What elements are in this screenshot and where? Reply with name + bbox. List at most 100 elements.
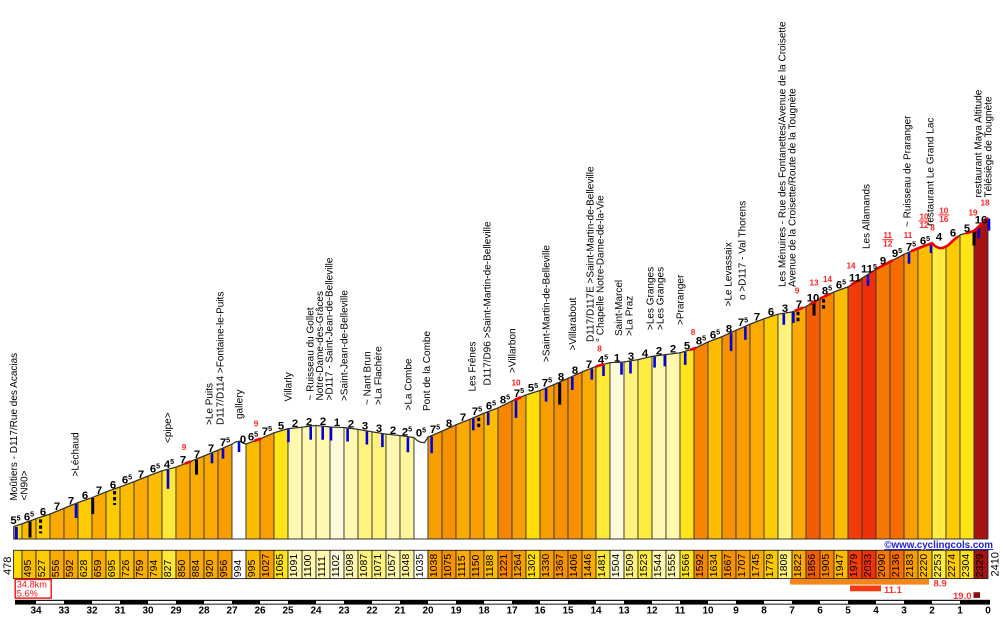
svg-text:33: 33 bbox=[58, 606, 70, 617]
svg-text:2183: 2183 bbox=[904, 554, 916, 578]
svg-text:4: 4 bbox=[642, 348, 649, 360]
svg-text:45: 45 bbox=[164, 457, 174, 471]
svg-text:16: 16 bbox=[975, 215, 988, 227]
svg-text:1302: 1302 bbox=[526, 554, 538, 578]
svg-text:>D117 - Saint-Jean-de-Bellevil: >D117 - Saint-Jean-de-Belleville bbox=[325, 257, 336, 400]
svg-text:12: 12 bbox=[883, 240, 893, 249]
svg-text:8: 8 bbox=[930, 223, 935, 232]
svg-text:75: 75 bbox=[472, 404, 482, 418]
svg-text:1707: 1707 bbox=[736, 554, 748, 578]
svg-text:8.9: 8.9 bbox=[934, 579, 947, 590]
svg-text:7: 7 bbox=[789, 606, 795, 617]
svg-text:31: 31 bbox=[114, 606, 126, 617]
svg-text:6: 6 bbox=[817, 606, 823, 617]
svg-text:27: 27 bbox=[226, 606, 238, 617]
svg-text:Villarly: Villarly bbox=[284, 372, 295, 401]
svg-text:920: 920 bbox=[204, 560, 216, 578]
svg-text:12: 12 bbox=[919, 221, 929, 230]
svg-text:2274: 2274 bbox=[946, 554, 958, 578]
svg-text:75: 75 bbox=[738, 315, 748, 329]
svg-text:>Le Puits: >Le Puits bbox=[205, 383, 216, 425]
svg-text:592: 592 bbox=[64, 560, 76, 578]
svg-text:1634: 1634 bbox=[708, 554, 720, 578]
svg-text:1027: 1027 bbox=[260, 554, 272, 578]
svg-text:8: 8 bbox=[761, 606, 767, 617]
svg-text:11: 11 bbox=[675, 606, 686, 617]
svg-text:1544: 1544 bbox=[652, 554, 664, 578]
svg-text:1509: 1509 bbox=[624, 554, 636, 578]
svg-text:1264: 1264 bbox=[512, 554, 524, 578]
svg-text:8: 8 bbox=[691, 328, 696, 337]
svg-text:16: 16 bbox=[939, 215, 949, 224]
svg-text:65: 65 bbox=[486, 399, 496, 413]
svg-text:527: 527 bbox=[36, 560, 48, 578]
svg-text:9: 9 bbox=[254, 419, 259, 428]
svg-text:2410: 2410 bbox=[990, 552, 1002, 576]
svg-text:7: 7 bbox=[138, 469, 144, 481]
svg-text:3: 3 bbox=[901, 606, 907, 617]
svg-text:D117/D117E >Saint-Martin-de-Be: D117/D117E >Saint-Martin-de-Belleville bbox=[586, 166, 597, 342]
svg-text:1555: 1555 bbox=[666, 554, 678, 578]
svg-text:2: 2 bbox=[320, 416, 326, 428]
svg-text:1102: 1102 bbox=[330, 554, 342, 577]
svg-text:17: 17 bbox=[506, 606, 518, 617]
svg-text:1150: 1150 bbox=[470, 554, 482, 577]
svg-text:5: 5 bbox=[278, 421, 284, 433]
svg-text:32: 32 bbox=[86, 606, 98, 617]
svg-text:850: 850 bbox=[176, 560, 188, 578]
svg-text:495: 495 bbox=[22, 560, 34, 578]
svg-text:10: 10 bbox=[511, 378, 521, 387]
svg-text:8: 8 bbox=[726, 324, 732, 336]
svg-text:45: 45 bbox=[598, 353, 608, 367]
svg-text:14: 14 bbox=[590, 606, 602, 617]
svg-text:1446: 1446 bbox=[582, 554, 594, 578]
svg-text:75: 75 bbox=[220, 435, 230, 449]
svg-text:1523: 1523 bbox=[638, 554, 650, 578]
svg-text:11: 11 bbox=[904, 231, 913, 240]
svg-text:75: 75 bbox=[906, 239, 916, 253]
svg-text:11: 11 bbox=[849, 273, 861, 285]
svg-text:12: 12 bbox=[646, 606, 658, 617]
svg-text:16: 16 bbox=[534, 606, 546, 617]
svg-text:75: 75 bbox=[514, 386, 524, 400]
svg-text:>Villarbon: >Villarbon bbox=[508, 328, 519, 373]
svg-text:18: 18 bbox=[478, 606, 490, 617]
svg-text:7: 7 bbox=[194, 449, 200, 461]
svg-text:1048: 1048 bbox=[400, 554, 412, 578]
svg-text:55: 55 bbox=[528, 381, 538, 395]
svg-text:1100: 1100 bbox=[302, 554, 314, 577]
svg-text:>Villarabout: >Villarabout bbox=[568, 297, 579, 350]
svg-text:478: 478 bbox=[2, 557, 14, 575]
svg-text:995: 995 bbox=[246, 560, 258, 578]
svg-text:restaurant Le Grand Lac: restaurant Le Grand Lac bbox=[926, 118, 937, 226]
svg-text:1856: 1856 bbox=[806, 554, 818, 578]
svg-text:22: 22 bbox=[366, 606, 378, 617]
svg-text:65: 65 bbox=[24, 509, 34, 523]
svg-text:25: 25 bbox=[402, 425, 412, 439]
svg-text:85: 85 bbox=[822, 283, 832, 297]
svg-text:1330: 1330 bbox=[540, 554, 552, 578]
svg-text:1905: 1905 bbox=[820, 554, 832, 578]
svg-text:13: 13 bbox=[618, 606, 630, 617]
svg-text:556: 556 bbox=[50, 560, 62, 578]
svg-text:2304: 2304 bbox=[960, 554, 972, 578]
svg-text:1481: 1481 bbox=[596, 554, 608, 578]
svg-text:21: 21 bbox=[394, 606, 406, 617]
svg-text:19: 19 bbox=[450, 606, 462, 617]
svg-text:0: 0 bbox=[240, 434, 246, 446]
svg-text:7: 7 bbox=[68, 496, 74, 508]
svg-text:8: 8 bbox=[446, 418, 452, 430]
svg-text:1111: 1111 bbox=[316, 556, 328, 577]
svg-text:75: 75 bbox=[430, 422, 440, 436]
svg-text:65: 65 bbox=[122, 472, 132, 486]
svg-text:° Chapelle Notre-Dame-de-la-Vi: ° Chapelle Notre-Dame-de-la-Vie bbox=[596, 195, 607, 342]
svg-text:1947: 1947 bbox=[834, 554, 846, 578]
svg-text:0: 0 bbox=[985, 606, 991, 617]
svg-text:1592: 1592 bbox=[694, 554, 706, 578]
svg-text:6: 6 bbox=[110, 479, 116, 491]
svg-text:©www.cyclingcols.com: ©www.cyclingcols.com bbox=[884, 540, 993, 551]
svg-text:6: 6 bbox=[82, 490, 88, 502]
svg-text:<pipe>: <pipe> bbox=[163, 412, 174, 443]
svg-text:28: 28 bbox=[198, 606, 210, 617]
svg-text:gallery: gallery bbox=[235, 390, 246, 419]
